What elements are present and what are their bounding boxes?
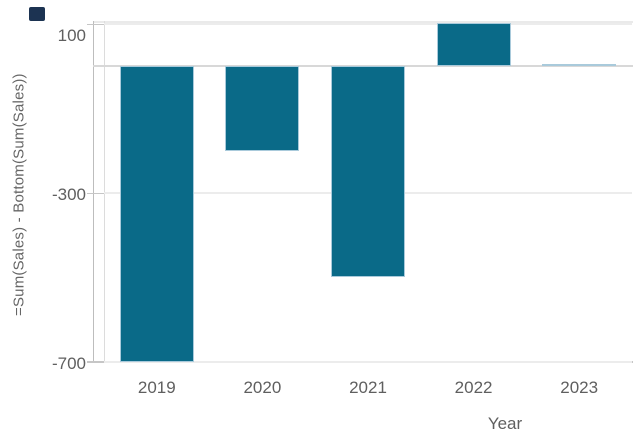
y-tick-mark	[87, 361, 104, 363]
bar-2019[interactable]	[119, 66, 194, 362]
gridline	[104, 361, 632, 363]
bar-2020[interactable]	[225, 66, 300, 151]
x-tick-label-2019: 2019	[137, 378, 176, 397]
gridline	[104, 23, 632, 26]
plot-left-border	[104, 21, 105, 362]
x-tick-label-2023: 2023	[560, 378, 599, 397]
y-tick-mark	[87, 192, 104, 195]
x-tick-label-2022: 2022	[454, 378, 493, 397]
bar-2021[interactable]	[331, 66, 405, 278]
plot-top-border	[93, 21, 633, 23]
x-axis-title: Year	[487, 414, 523, 433]
y-axis-line	[93, 21, 94, 362]
bar-2023[interactable]	[542, 63, 617, 67]
y-tick-label: 100	[57, 25, 86, 45]
y-tick-label: -700	[51, 353, 86, 373]
y-tick-label: -300	[51, 184, 86, 204]
corner-mark	[29, 7, 45, 21]
zero-gridline	[93, 65, 633, 67]
x-tick-label-2020: 2020	[243, 378, 282, 397]
y-tick-mark	[87, 23, 104, 26]
x-tick-label-2021: 2021	[349, 378, 387, 397]
bar-2022[interactable]	[436, 22, 511, 67]
